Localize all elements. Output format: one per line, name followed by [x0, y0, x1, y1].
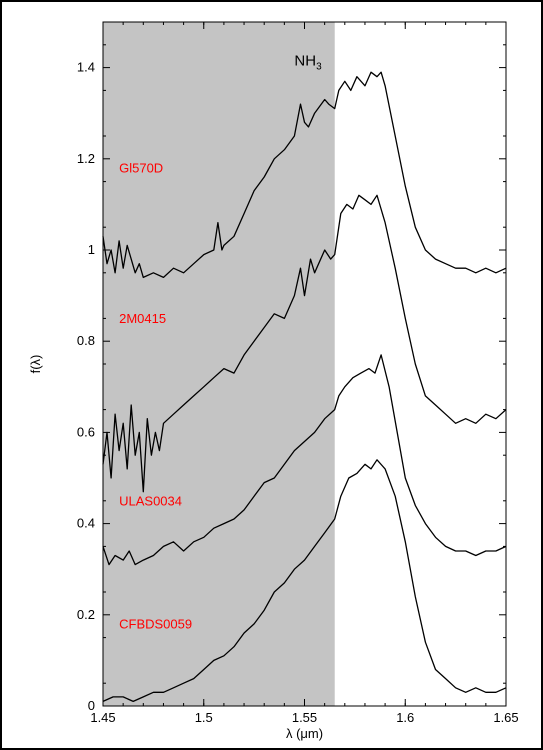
series-label-2: ULAS0034: [119, 493, 182, 508]
series-label-3: CFBDS0059: [119, 616, 192, 631]
y-axis-label: f(λ): [28, 355, 43, 374]
x-tick-label-4: 1.65: [493, 710, 518, 725]
x-tick-label-2: 1.55: [292, 710, 317, 725]
series-layer: Gl570D 2M0415 ULAS0034 CFBDS0059: [102, 71, 507, 703]
nh3-annotation: NH3: [294, 52, 322, 72]
y-tick-label-7: 1.4: [77, 60, 95, 75]
series-line-1: [102, 194, 507, 493]
shaded-region: [103, 22, 335, 706]
y-tick-label-4: 0.8: [77, 333, 95, 348]
x-tick-label-1: 1.5: [195, 710, 213, 725]
y-tick-label-0: 0: [88, 698, 95, 713]
y-tick-label-6: 1.2: [77, 151, 95, 166]
y-tick-label-5: 1: [88, 242, 95, 257]
series-line-2: [102, 354, 507, 566]
x-tick-label-3: 1.6: [396, 710, 414, 725]
y-tick-label-1: 0.2: [77, 607, 95, 622]
nh3-annotation-subscript: 3: [316, 61, 322, 72]
y-tick-label-2: 0.4: [77, 516, 95, 531]
nh3-annotation-text: NH: [294, 52, 316, 69]
series-line-0: [102, 71, 507, 279]
x-tick-label-0: 1.45: [90, 710, 115, 725]
series-label-1: 2M0415: [119, 311, 166, 326]
series-line-3: [102, 459, 507, 703]
x-axis-label: λ (μm): [286, 726, 323, 741]
ticks-layer: 1.45 1.5 1.55 1.6 1.65 0 0.2 0.4 0.6 0.8 1 1.2 1.4: [77, 22, 519, 725]
series-label-0: Gl570D: [119, 160, 163, 175]
y-tick-label-3: 0.6: [77, 424, 95, 439]
